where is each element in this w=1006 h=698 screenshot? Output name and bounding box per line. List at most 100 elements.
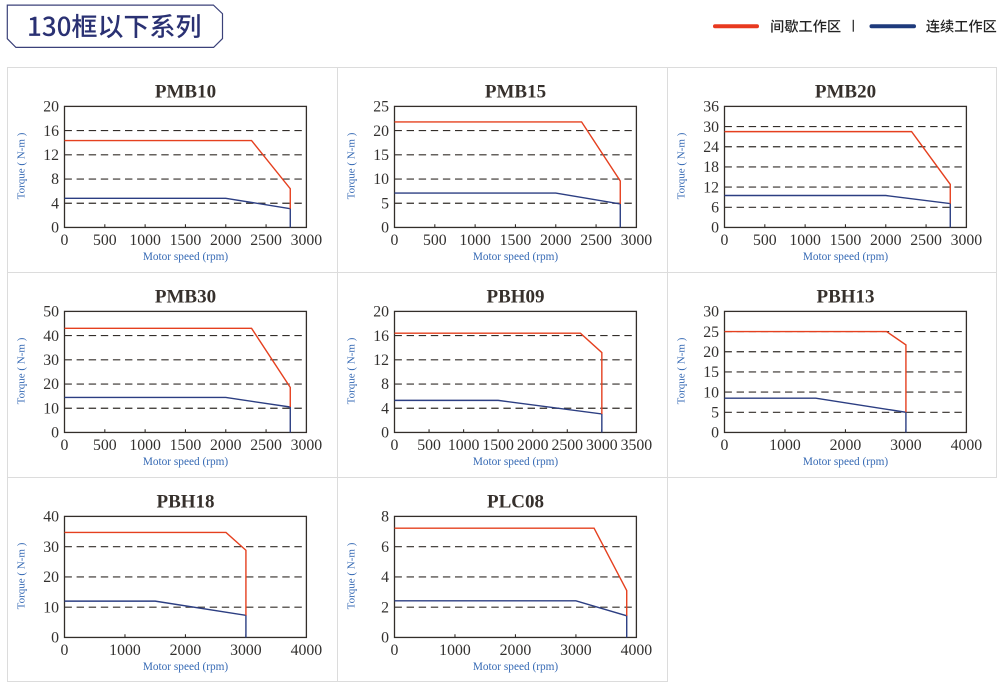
svg-text:1000: 1000 — [789, 232, 821, 249]
svg-text:2000: 2000 — [870, 232, 902, 249]
svg-text:Torque ( N-m ): Torque ( N-m ) — [15, 337, 27, 404]
svg-text:0: 0 — [61, 437, 69, 454]
svg-text:40: 40 — [43, 509, 59, 526]
svg-text:2500: 2500 — [551, 437, 583, 454]
svg-text:16: 16 — [373, 328, 389, 345]
svg-text:25: 25 — [703, 324, 719, 341]
svg-text:8: 8 — [51, 171, 59, 188]
svg-text:2500: 2500 — [580, 232, 612, 249]
svg-text:Motor speed (rpm): Motor speed (rpm) — [143, 661, 229, 673]
svg-text:0: 0 — [61, 642, 69, 659]
svg-text:0: 0 — [381, 220, 389, 237]
svg-text:PMB30: PMB30 — [155, 287, 216, 308]
svg-text:10: 10 — [43, 400, 59, 417]
svg-text:3000: 3000 — [890, 437, 922, 454]
svg-text:500: 500 — [423, 232, 447, 249]
svg-text:1500: 1500 — [500, 232, 532, 249]
svg-text:15: 15 — [703, 364, 719, 381]
svg-text:5: 5 — [381, 195, 389, 212]
svg-text:Motor speed (rpm): Motor speed (rpm) — [803, 456, 889, 468]
svg-text:0: 0 — [721, 437, 729, 454]
svg-text:6: 6 — [711, 199, 719, 216]
svg-text:Motor speed (rpm): Motor speed (rpm) — [473, 251, 559, 263]
svg-text:2500: 2500 — [910, 232, 942, 249]
svg-text:1000: 1000 — [109, 642, 141, 659]
svg-text:4000: 4000 — [291, 642, 323, 659]
svg-text:16: 16 — [43, 123, 59, 140]
svg-text:20: 20 — [373, 123, 389, 140]
svg-text:Motor speed (rpm): Motor speed (rpm) — [143, 251, 229, 263]
svg-text:PBH09: PBH09 — [486, 287, 544, 308]
svg-text:PMB20: PMB20 — [815, 82, 876, 103]
svg-text:2000: 2000 — [540, 232, 572, 249]
svg-text:2500: 2500 — [250, 437, 282, 454]
svg-text:500: 500 — [93, 437, 117, 454]
svg-text:0: 0 — [711, 425, 719, 442]
svg-text:2: 2 — [381, 599, 389, 616]
svg-text:1500: 1500 — [482, 437, 514, 454]
svg-text:18: 18 — [703, 159, 719, 176]
svg-text:30: 30 — [43, 352, 59, 369]
svg-text:PBH13: PBH13 — [816, 287, 874, 308]
svg-text:Torque ( N-m ): Torque ( N-m ) — [675, 132, 687, 199]
svg-text:0: 0 — [391, 437, 399, 454]
svg-text:12: 12 — [373, 352, 389, 369]
svg-text:2000: 2000 — [500, 642, 532, 659]
svg-text:10: 10 — [703, 384, 719, 401]
svg-text:6: 6 — [381, 539, 389, 556]
svg-text:1500: 1500 — [170, 437, 202, 454]
svg-text:0: 0 — [51, 630, 59, 647]
svg-text:4000: 4000 — [621, 642, 653, 659]
svg-text:1500: 1500 — [170, 232, 202, 249]
svg-text:4: 4 — [51, 195, 59, 212]
svg-text:0: 0 — [711, 220, 719, 237]
svg-text:500: 500 — [93, 232, 117, 249]
svg-text:1000: 1000 — [439, 642, 471, 659]
svg-text:Torque ( N-m ): Torque ( N-m ) — [15, 542, 27, 609]
svg-text:Torque ( N-m ): Torque ( N-m ) — [345, 337, 357, 404]
svg-text:2000: 2000 — [210, 437, 242, 454]
svg-text:30: 30 — [703, 304, 719, 321]
svg-text:2000: 2000 — [210, 232, 242, 249]
svg-text:0: 0 — [61, 232, 69, 249]
svg-text:3000: 3000 — [560, 642, 592, 659]
svg-text:Motor speed (rpm): Motor speed (rpm) — [143, 456, 229, 468]
svg-text:40: 40 — [43, 328, 59, 345]
svg-text:3000: 3000 — [586, 437, 618, 454]
svg-text:500: 500 — [417, 437, 441, 454]
svg-text:PBH18: PBH18 — [156, 492, 214, 513]
svg-text:24: 24 — [703, 139, 719, 156]
svg-text:20: 20 — [43, 99, 59, 116]
svg-text:4: 4 — [381, 569, 389, 586]
svg-text:Torque ( N-m ): Torque ( N-m ) — [15, 132, 27, 199]
svg-text:3500: 3500 — [621, 437, 653, 454]
svg-text:12: 12 — [703, 179, 719, 196]
svg-text:15: 15 — [373, 147, 389, 164]
svg-text:Motor speed (rpm): Motor speed (rpm) — [803, 251, 889, 263]
svg-text:Motor speed (rpm): Motor speed (rpm) — [473, 661, 559, 673]
svg-text:0: 0 — [51, 425, 59, 442]
svg-text:PMB10: PMB10 — [155, 82, 216, 103]
svg-text:3000: 3000 — [291, 232, 323, 249]
svg-text:500: 500 — [753, 232, 777, 249]
svg-text:0: 0 — [381, 425, 389, 442]
svg-text:20: 20 — [703, 344, 719, 361]
svg-text:3000: 3000 — [621, 232, 653, 249]
svg-text:25: 25 — [373, 99, 389, 116]
svg-text:50: 50 — [43, 304, 59, 321]
svg-text:0: 0 — [391, 232, 399, 249]
svg-text:4000: 4000 — [951, 437, 983, 454]
svg-text:10: 10 — [43, 599, 59, 616]
svg-text:3000: 3000 — [230, 642, 262, 659]
svg-text:2000: 2000 — [170, 642, 202, 659]
svg-text:8: 8 — [381, 376, 389, 393]
svg-text:3000: 3000 — [951, 232, 983, 249]
svg-text:30: 30 — [43, 539, 59, 556]
svg-text:0: 0 — [381, 630, 389, 647]
svg-text:1000: 1000 — [129, 437, 161, 454]
svg-text:10: 10 — [373, 171, 389, 188]
svg-text:1000: 1000 — [448, 437, 480, 454]
svg-text:PLC08: PLC08 — [487, 492, 544, 513]
svg-text:36: 36 — [703, 99, 719, 116]
svg-text:0: 0 — [721, 232, 729, 249]
